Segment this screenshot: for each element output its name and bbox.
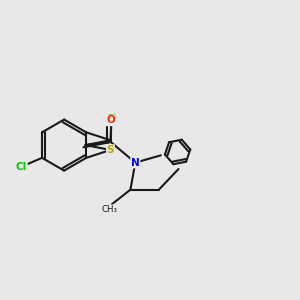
Text: Cl: Cl [106,114,117,124]
Text: O: O [106,116,115,125]
Text: Cl: Cl [16,162,27,172]
Text: CH₃: CH₃ [101,205,117,214]
Text: S: S [107,145,114,155]
Text: N: N [131,158,140,168]
